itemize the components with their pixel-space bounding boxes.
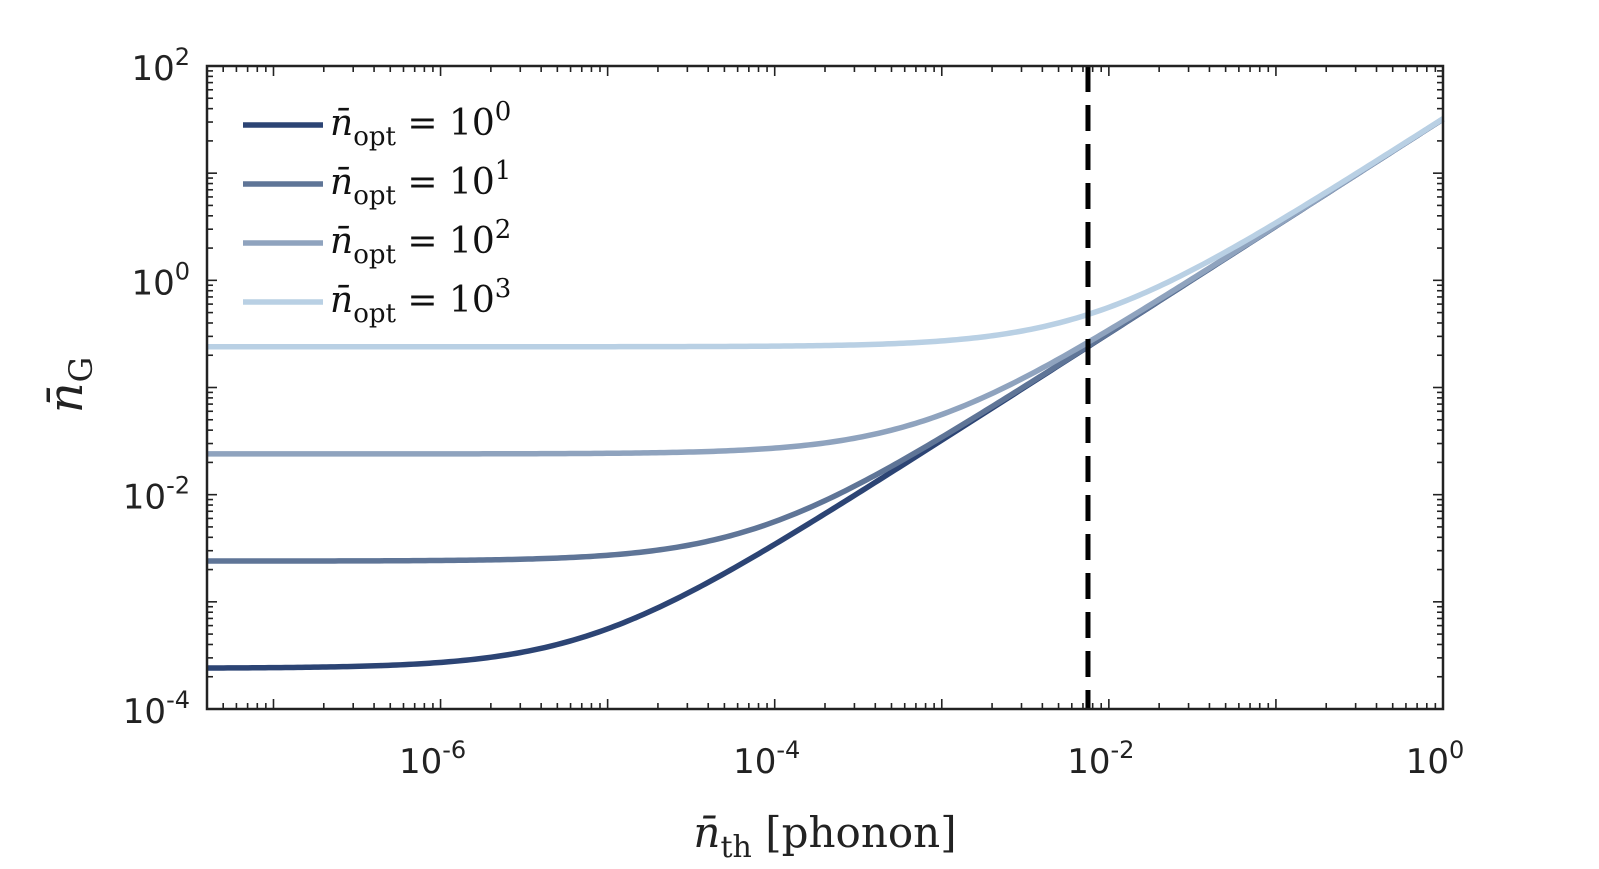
legend-label-1: n̄opt = 101 bbox=[330, 156, 511, 211]
x-axis-label: n̄th [phonon] bbox=[693, 808, 956, 865]
tick-labels: 10-6 10-4 10-2 100 10-4 10-2 100 102 bbox=[123, 43, 1464, 782]
x-tick-label: 100 bbox=[1406, 736, 1465, 782]
y-tick-label: 102 bbox=[131, 43, 190, 89]
legend-label-2: n̄opt = 102 bbox=[330, 215, 511, 270]
x-tick-label: 10-2 bbox=[1067, 736, 1134, 782]
x-tick-label: 10-6 bbox=[399, 736, 466, 782]
legend-label-3: n̄opt = 103 bbox=[330, 274, 511, 329]
legend-label-0: n̄opt = 100 bbox=[330, 97, 511, 152]
major-ticks bbox=[207, 66, 1443, 710]
y-tick-label: 10-2 bbox=[123, 472, 190, 518]
series-layer bbox=[206, 116, 1445, 671]
x-tick-label: 10-4 bbox=[733, 736, 800, 782]
y-tick-label: 100 bbox=[131, 257, 190, 303]
y-tick-label: 10-4 bbox=[123, 686, 190, 732]
series-line-3 bbox=[207, 116, 1445, 350]
series-line-2 bbox=[207, 116, 1445, 457]
y-axis-label: n̄G bbox=[38, 357, 100, 413]
axis-labels: n̄th [phonon] n̄G bbox=[38, 357, 957, 865]
axes-frame bbox=[205, 64, 1445, 711]
